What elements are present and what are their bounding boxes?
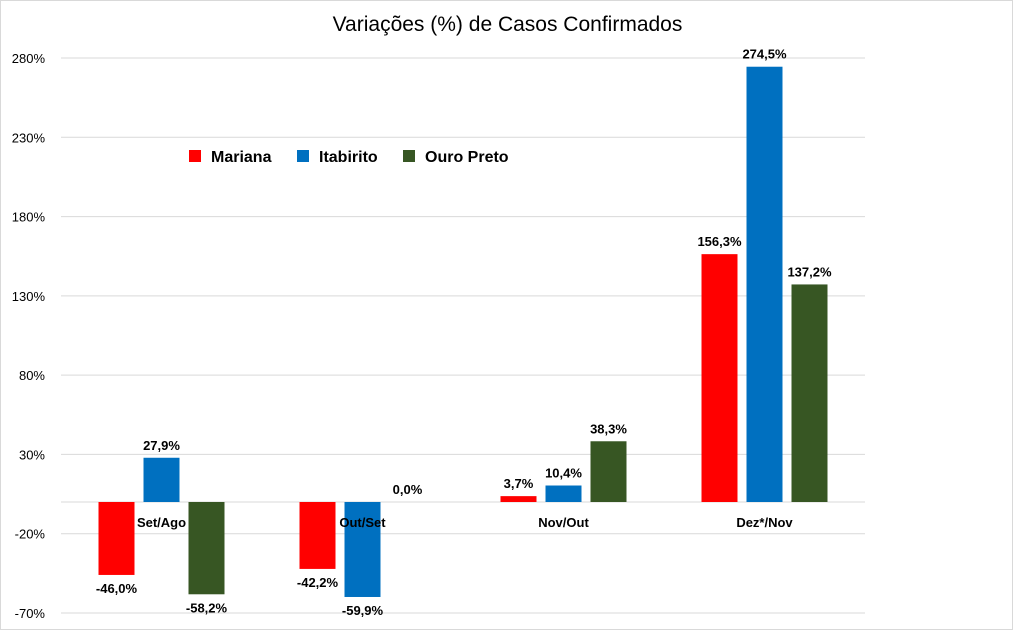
- data-label: -46,0%: [96, 581, 138, 596]
- bar-itabirito: [143, 457, 180, 502]
- data-label: 3,7%: [504, 476, 534, 491]
- bar-itabirito: [545, 485, 582, 502]
- y-tick-label: 80%: [19, 368, 45, 383]
- category-label: Set/Ago: [137, 515, 186, 530]
- bar-mariana: [701, 254, 738, 502]
- y-tick-label: 130%: [12, 289, 46, 304]
- y-tick-label: 280%: [12, 51, 46, 66]
- data-label: -42,2%: [297, 575, 339, 590]
- bar-mariana: [500, 496, 537, 502]
- category-label: Nov/Out: [538, 515, 589, 530]
- legend-swatch: [297, 150, 309, 162]
- legend-label: Mariana: [211, 149, 272, 166]
- chart-title: Variações (%) de Casos Confirmados: [332, 13, 683, 36]
- category-label: Dez*/Nov: [736, 515, 793, 530]
- y-tick-label: 30%: [19, 447, 45, 462]
- data-label: 274,5%: [742, 47, 787, 62]
- legend-label: Ouro Preto: [425, 149, 509, 166]
- bar-ouro-preto: [791, 284, 828, 502]
- legend-swatch: [189, 150, 201, 162]
- data-label: 0,0%: [393, 482, 423, 497]
- legend-swatch: [403, 150, 415, 162]
- bar-itabirito: [344, 502, 381, 597]
- y-tick-label: -70%: [15, 606, 46, 621]
- y-tick-label: 230%: [12, 130, 46, 145]
- data-label: 137,2%: [787, 264, 832, 279]
- data-label: 27,9%: [143, 438, 180, 453]
- bar-ouro-preto: [590, 441, 627, 502]
- data-label: -58,2%: [186, 600, 228, 615]
- y-tick-label: 180%: [12, 210, 46, 225]
- bar-mariana: [299, 502, 336, 569]
- data-label: -59,9%: [342, 603, 384, 618]
- category-label: Out/Set: [339, 515, 386, 530]
- bar-mariana: [98, 502, 135, 575]
- y-tick-label: -20%: [15, 527, 46, 542]
- data-label: 38,3%: [590, 421, 627, 436]
- legend-label: Itabirito: [319, 149, 378, 166]
- bar-ouro-preto: [188, 502, 225, 595]
- data-label: 156,3%: [697, 234, 742, 249]
- data-label: 10,4%: [545, 466, 582, 481]
- bar-itabirito: [746, 66, 783, 502]
